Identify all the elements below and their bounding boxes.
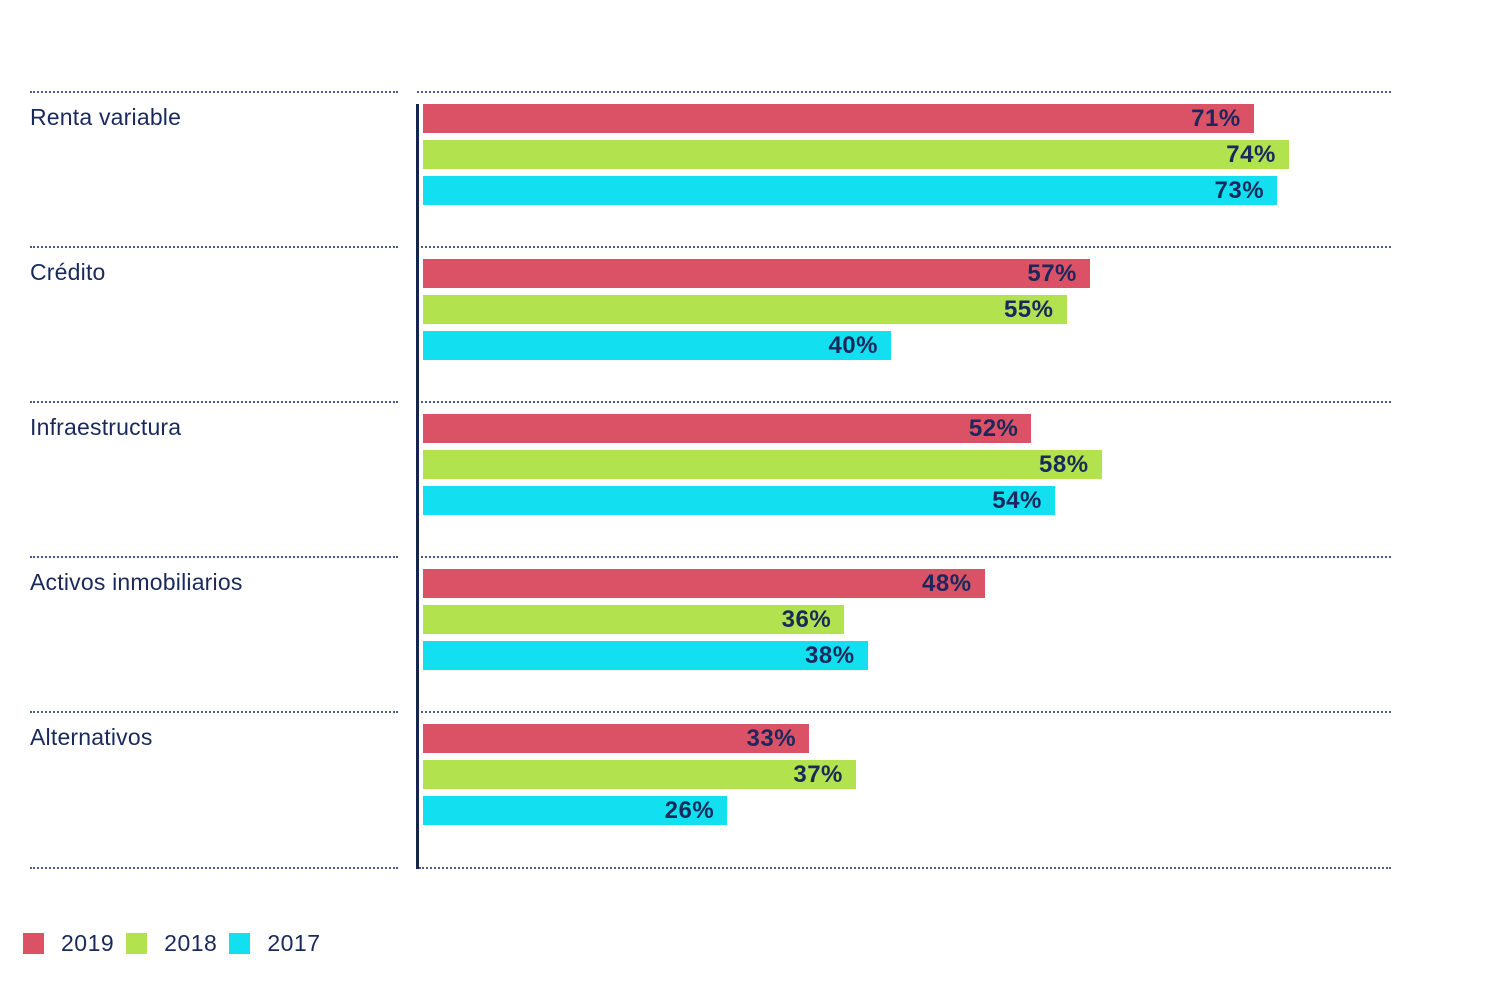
bar-value-label: 40% (828, 331, 878, 359)
category-section: Crédito 57% 55% 40% (0, 246, 1511, 401)
bar-2017: 26% (423, 796, 728, 825)
bottom-separator-left (30, 867, 398, 869)
bar-2018: 58% (423, 450, 1102, 479)
bottom-separator-right (419, 867, 1391, 869)
category-plot-column: 33% 37% 26% (417, 711, 1391, 866)
category-label: Infraestructura (30, 414, 182, 440)
bar-value-label: 52% (968, 414, 1019, 442)
category-section: Infraestructura 52% 58% 54% (0, 401, 1511, 556)
bar-value-label: 33% (746, 724, 797, 752)
category-label-column: Alternativos (30, 711, 398, 866)
category-label-column: Activos inmobiliarios (30, 556, 398, 711)
category-label: Crédito (30, 259, 106, 285)
bar-2017: 38% (423, 641, 868, 670)
y-axis-line (416, 104, 419, 869)
legend-item-2017: 2017 (229, 930, 320, 957)
legend-swatch-icon (126, 933, 148, 954)
bar-value-label: 74% (1226, 140, 1276, 168)
legend-swatch-icon (229, 933, 251, 954)
chart-rows: Renta variable 71% 74% 73% Crédito 57% 55% 40% I… (0, 91, 1511, 866)
bar-value-label: 38% (805, 641, 855, 669)
category-label-column: Infraestructura (30, 401, 398, 556)
category-plot-column: 57% 55% 40% (417, 246, 1391, 401)
bar-2018: 55% (423, 295, 1067, 324)
bar-2019: 57% (423, 259, 1090, 288)
bar-value-label: 73% (1214, 176, 1265, 204)
legend-item-2019: 2019 (23, 930, 114, 957)
legend-label: 2018 (164, 930, 218, 956)
bar-2017: 54% (423, 486, 1055, 515)
category-label: Alternativos (30, 724, 153, 750)
bar-value-label: 37% (793, 760, 843, 788)
bar-value-label: 57% (1027, 259, 1077, 287)
bar-2017: 40% (423, 331, 891, 360)
bar-2018: 36% (423, 605, 845, 634)
category-label-column: Renta variable (30, 91, 398, 246)
bar-value-label: 36% (781, 605, 832, 633)
category-plot-column: 71% 74% 73% (417, 91, 1391, 246)
bar-2018: 74% (423, 140, 1289, 169)
legend-label: 2017 (267, 930, 321, 956)
bar-value-label: 71% (1191, 104, 1241, 132)
bar-2019: 52% (423, 414, 1032, 443)
bar-value-label: 54% (992, 486, 1042, 514)
category-section: Activos inmobiliarios 48% 36% 38% (0, 556, 1511, 711)
category-label-column: Crédito (30, 246, 398, 401)
bar-value-label: 55% (1003, 295, 1054, 323)
legend-swatch-icon (23, 933, 44, 954)
category-plot-column: 52% 58% 54% (417, 401, 1391, 556)
chart-legend: 2019 2018 2017 (23, 930, 333, 957)
legend-item-2018: 2018 (126, 930, 217, 957)
category-section: Alternativos 33% 37% 26% (0, 711, 1511, 866)
bar-2019: 48% (423, 569, 985, 598)
category-label: Renta variable (30, 104, 182, 130)
bar-2019: 33% (423, 724, 810, 753)
legend-label: 2019 (61, 930, 115, 956)
bar-value-label: 58% (1039, 450, 1089, 478)
bar-value-label: 26% (664, 796, 715, 824)
category-label: Activos inmobiliarios (30, 569, 243, 595)
bar-value-label: 48% (922, 569, 972, 597)
bar-2017: 73% (423, 176, 1278, 205)
category-plot-column: 48% 36% 38% (417, 556, 1391, 711)
bar-2018: 37% (423, 760, 856, 789)
bar-2019: 71% (423, 104, 1254, 133)
category-section: Renta variable 71% 74% 73% (0, 91, 1511, 246)
